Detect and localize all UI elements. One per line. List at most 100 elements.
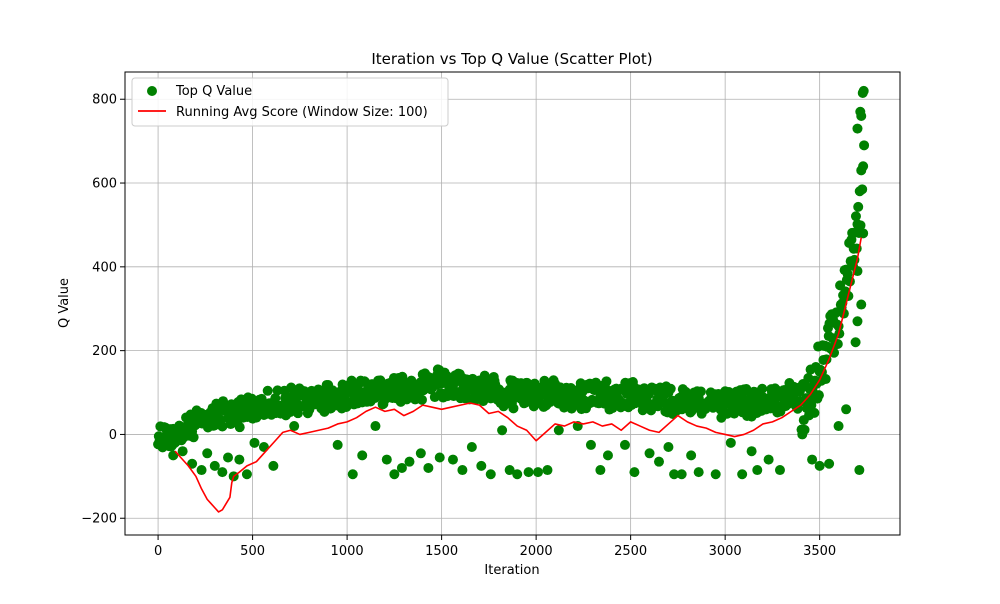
scatter-point: [629, 467, 640, 478]
scatter-point: [853, 201, 864, 212]
scatter-point: [389, 469, 400, 480]
scatter-point: [695, 386, 706, 397]
scatter-point: [187, 458, 198, 469]
scatter-point: [262, 385, 273, 396]
scatter-point: [858, 161, 869, 172]
x-tick-label: 2000: [520, 544, 553, 559]
legend: Top Q Value Running Avg Score (Window Si…: [131, 77, 449, 127]
axis-ticks: 0 500 1000 1500 2000 2500 3000 3500 −200 0 200 400 6…: [81, 93, 836, 559]
scatter-point: [447, 454, 458, 465]
x-tick-label: 500: [240, 544, 265, 559]
scatter-point: [757, 383, 768, 394]
scatter-point: [234, 422, 245, 433]
plot-frame: [124, 71, 901, 536]
scatter-point: [177, 446, 188, 457]
scatter-series: [153, 85, 870, 482]
scatter-point: [249, 437, 260, 448]
legend-box: [131, 77, 449, 127]
scatter-point: [466, 442, 477, 453]
y-tick-label: 200: [92, 344, 117, 359]
scatter-point: [523, 467, 534, 478]
x-axis-label: Iteration: [484, 563, 539, 578]
scatter-point: [478, 396, 489, 407]
scatter-point: [607, 403, 618, 414]
x-tick-label: 1000: [331, 544, 364, 559]
grid-lines: [125, 72, 900, 535]
scatter-point: [841, 404, 852, 415]
scatter-point: [858, 228, 869, 239]
scatter-point: [814, 460, 825, 471]
scatter-point: [476, 460, 487, 471]
scatter-point: [644, 448, 655, 459]
scatter-point: [533, 467, 544, 478]
scatter-point: [415, 448, 426, 459]
chart-title: Iteration vs Top Q Value (Scatter Plot): [371, 50, 652, 68]
scatter-point: [665, 383, 676, 394]
scatter-point: [619, 439, 630, 450]
scatter-point: [858, 85, 869, 96]
scatter-point: [217, 421, 228, 432]
legend-line-label: Running Avg Score (Window Size: 100): [176, 105, 428, 120]
data-layer: [153, 85, 870, 513]
scatter-point: [737, 469, 748, 480]
y-tick-label: 400: [92, 260, 117, 275]
scatter-point: [686, 450, 697, 461]
scatter-point: [820, 374, 831, 385]
scatter-point: [829, 347, 840, 358]
scatter-point: [746, 446, 757, 457]
y-tick-label: 800: [92, 93, 117, 108]
x-tick-label: 1500: [425, 544, 458, 559]
scatter-point: [397, 371, 408, 382]
scatter-point: [852, 316, 863, 327]
scatter-point: [268, 460, 279, 471]
y-tick-label: 600: [92, 177, 117, 192]
scatter-point: [381, 454, 392, 465]
scatter-point: [595, 465, 606, 476]
scatter-point: [188, 432, 199, 443]
scatter-point: [763, 454, 774, 465]
scatter-point: [234, 454, 245, 465]
legend-scatter-marker: [147, 86, 157, 96]
scatter-point: [289, 421, 300, 432]
scatter-point: [497, 425, 508, 436]
scatter-point: [669, 469, 680, 480]
scatter-point: [357, 450, 368, 461]
scatter-point: [196, 465, 207, 476]
scatter-point: [434, 452, 445, 463]
scatter-point: [752, 465, 763, 476]
x-tick-label: 2500: [614, 544, 647, 559]
scatter-point: [693, 467, 704, 478]
x-tick-label: 3000: [709, 544, 742, 559]
scatter-point: [854, 465, 865, 476]
scatter-point: [833, 421, 844, 432]
scatter-point: [423, 462, 434, 473]
scatter-point: [809, 407, 820, 418]
scatter-point: [741, 383, 752, 394]
scatter-point: [585, 439, 596, 450]
scatter-point: [850, 211, 861, 222]
scatter-point: [504, 465, 515, 476]
legend-scatter-label: Top Q Value: [175, 84, 252, 99]
scatter-point: [725, 437, 736, 448]
scatter-point: [223, 452, 234, 463]
scatter-point: [852, 123, 863, 134]
scatter-point: [457, 465, 468, 476]
scatter-point: [396, 462, 407, 473]
scatter-point: [508, 403, 519, 414]
scatter-point: [676, 469, 687, 480]
scatter-point: [824, 458, 835, 469]
y-tick-label: 0: [109, 428, 117, 443]
scatter-point: [217, 467, 228, 478]
scatter-point: [710, 469, 721, 480]
scatter-point: [209, 460, 220, 471]
scatter-point: [850, 337, 861, 348]
scatter-point: [842, 268, 853, 279]
scatter-point: [774, 465, 785, 476]
scatter-point: [332, 439, 343, 450]
scatter-point: [663, 442, 674, 453]
scatter-point: [857, 184, 868, 195]
scatter-point: [821, 354, 832, 365]
scatter-point: [542, 465, 553, 476]
